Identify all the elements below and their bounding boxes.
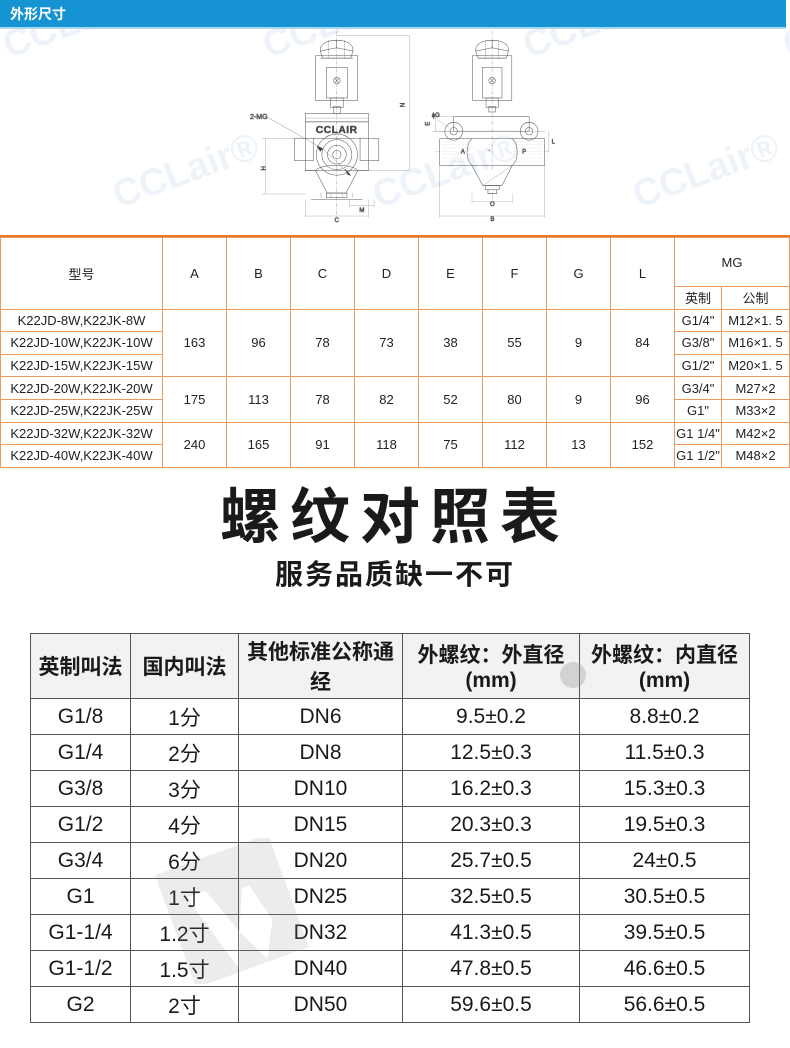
svg-text:H: H (260, 166, 267, 170)
svg-text:E: E (424, 122, 431, 126)
svg-text:2-MG: 2-MG (250, 114, 268, 121)
svg-text:CCLAIR: CCLAIR (316, 125, 358, 136)
svg-text:B: B (490, 216, 494, 223)
svg-text:C: C (334, 217, 339, 224)
svg-text:M: M (359, 207, 364, 214)
svg-text:ϕG: ϕG (432, 112, 440, 119)
svg-text:L: L (552, 138, 556, 145)
svg-text:N: N (400, 103, 407, 107)
svg-text:O: O (490, 201, 495, 208)
